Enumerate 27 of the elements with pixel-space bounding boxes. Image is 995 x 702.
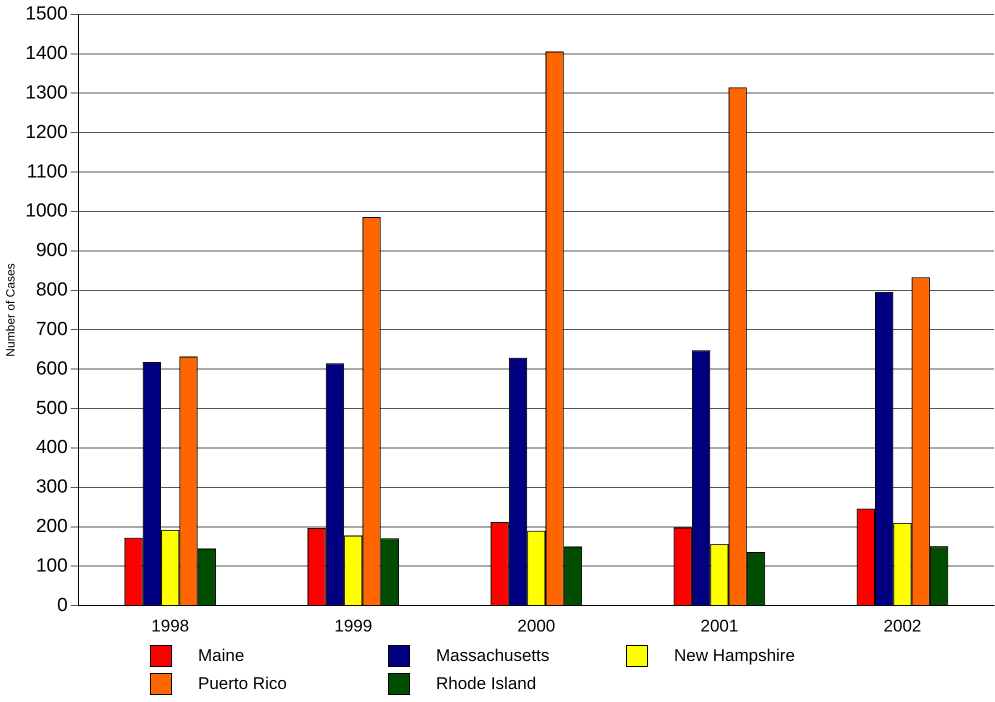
y-tick-label: 300 (36, 476, 68, 498)
x-tick-label: 1998 (151, 616, 190, 636)
x-tick-label: 2000 (517, 616, 556, 636)
y-tick-label: 700 (36, 318, 68, 340)
x-tick-label: 2002 (884, 616, 922, 636)
y-tick-label: 500 (36, 398, 68, 419)
y-tick-label: 1500 (25, 4, 68, 25)
y-tick-label: 1400 (25, 43, 68, 64)
y-tick-label: 0 (57, 594, 68, 616)
y-tick-label: 100 (36, 555, 68, 576)
y-axis-title: Number of Cases (4, 263, 18, 357)
legend-label: New Hampshire (674, 646, 795, 666)
y-tick-label: 800 (36, 280, 68, 301)
legend-label: Maine (198, 646, 244, 666)
x-tick-label: 1999 (334, 616, 372, 636)
legend-label: Massachusetts (436, 646, 550, 666)
y-tick-label: 1300 (25, 82, 68, 104)
y-tick-label: 1000 (25, 200, 68, 222)
y-tick-label: 1100 (26, 161, 68, 182)
legend-label: Puerto Rico (198, 674, 287, 694)
x-tick-label: 2001 (700, 616, 738, 636)
y-tick-label: 200 (36, 516, 68, 538)
y-tick-label: 1200 (25, 122, 68, 143)
y-tick-label: 400 (36, 437, 68, 458)
y-tick-label: 600 (36, 358, 68, 380)
y-tick-label: 900 (36, 240, 68, 262)
legend-label: Rhode Island (436, 674, 536, 694)
